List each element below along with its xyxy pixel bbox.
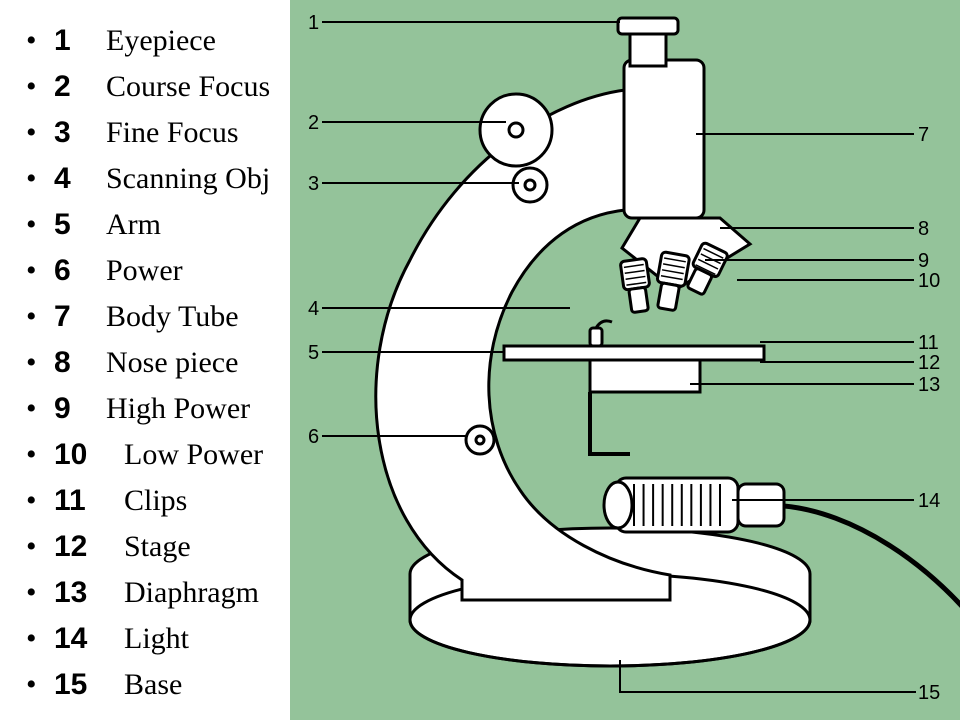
legend-label: Body Tube xyxy=(106,300,239,333)
callout-9: 9 xyxy=(918,250,929,272)
legend-num: 12 xyxy=(54,524,124,570)
legend-item-3: 3Fine Focus xyxy=(26,110,290,156)
objective-collar xyxy=(657,252,690,287)
lamp-rear xyxy=(738,484,784,526)
legend-num: 8 xyxy=(54,340,106,386)
stage-clip xyxy=(590,328,602,346)
callout-15: 15 xyxy=(918,682,940,704)
callout-14: 14 xyxy=(918,490,940,512)
legend-num: 6 xyxy=(54,248,106,294)
objective-lens xyxy=(657,283,679,311)
legend-item-10: 10Low Power xyxy=(26,432,290,478)
callout-13: 13 xyxy=(918,374,940,396)
legend-panel: 1Eyepiece2Course Focus3Fine Focus4Scanni… xyxy=(0,0,290,720)
callout-10: 10 xyxy=(918,270,940,292)
stage xyxy=(504,346,764,360)
callout-12: 12 xyxy=(918,352,940,374)
legend-item-6: 6Power xyxy=(26,248,290,294)
eyepiece xyxy=(618,18,678,34)
legend-num: 10 xyxy=(54,432,124,478)
legend-label: Arm xyxy=(106,208,161,241)
legend-item-13: 13Diaphragm xyxy=(26,570,290,616)
legend-num: 9 xyxy=(54,386,106,432)
legend-label: Fine Focus xyxy=(106,116,239,149)
legend-label: Eyepiece xyxy=(106,24,216,57)
legend-label: Diaphragm xyxy=(124,576,259,609)
callout-5: 5 xyxy=(308,342,319,364)
fine-focus-center xyxy=(525,180,535,190)
legend-item-9: 9High Power xyxy=(26,386,290,432)
diaphragm xyxy=(590,360,700,392)
legend-label: Nose piece xyxy=(106,346,238,379)
legend-label: Light xyxy=(124,622,189,655)
legend-num: 14 xyxy=(54,616,124,662)
legend-num: 7 xyxy=(54,294,106,340)
callout-4: 4 xyxy=(308,298,319,320)
callout-11: 11 xyxy=(918,332,939,354)
legend-num: 3 xyxy=(54,110,106,156)
legend-label: Low Power xyxy=(124,438,263,471)
callout-8: 8 xyxy=(918,218,929,240)
body-tube xyxy=(624,60,704,218)
legend-label: Base xyxy=(124,668,182,701)
legend-num: 1 xyxy=(54,18,106,64)
objective-collar xyxy=(620,258,650,290)
coarse-focus-center xyxy=(509,123,523,137)
legend-label: High Power xyxy=(106,392,250,425)
legend-num: 15 xyxy=(54,662,124,708)
lamp-face xyxy=(604,482,632,528)
legend-item-14: 14Light xyxy=(26,616,290,662)
microscope-diagram: 123456789101112131415 xyxy=(290,0,960,720)
diagram-panel: 123456789101112131415 xyxy=(290,0,960,720)
legend-num: 2 xyxy=(54,64,106,110)
legend-item-2: 2Course Focus xyxy=(26,64,290,110)
eyepiece-neck xyxy=(630,34,666,66)
legend-item-7: 7Body Tube xyxy=(26,294,290,340)
legend-item-12: 12Stage xyxy=(26,524,290,570)
legend-label: Scanning Obj xyxy=(106,162,270,195)
legend-item-1: 1Eyepiece xyxy=(26,18,290,64)
power-button-center xyxy=(476,436,484,444)
objective-lens xyxy=(629,287,649,312)
callout-1: 1 xyxy=(308,12,319,34)
legend-num: 5 xyxy=(54,202,106,248)
callout-7: 7 xyxy=(918,124,929,146)
legend-item-11: 11Clips xyxy=(26,478,290,524)
callout-3: 3 xyxy=(308,173,319,195)
legend-item-15: 15Base xyxy=(26,662,290,708)
callout-2: 2 xyxy=(308,112,319,134)
legend-label: Clips xyxy=(124,484,187,517)
legend-num: 4 xyxy=(54,156,106,202)
legend-list: 1Eyepiece2Course Focus3Fine Focus4Scanni… xyxy=(26,18,290,708)
legend-item-4: 4Scanning Obj xyxy=(26,156,290,202)
legend-item-5: 5Arm xyxy=(26,202,290,248)
legend-item-8: 8Nose piece xyxy=(26,340,290,386)
legend-label: Course Focus xyxy=(106,70,270,103)
legend-num: 13 xyxy=(54,570,124,616)
legend-num: 11 xyxy=(54,478,124,524)
legend-label: Stage xyxy=(124,530,191,563)
callout-6: 6 xyxy=(308,426,319,448)
legend-label: Power xyxy=(106,254,183,287)
